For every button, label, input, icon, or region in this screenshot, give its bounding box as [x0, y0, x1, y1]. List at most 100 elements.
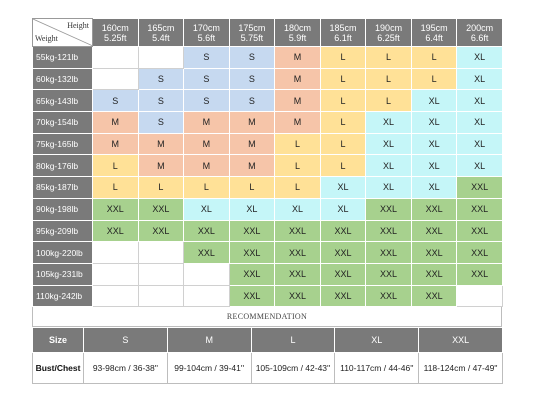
empty-cell: [92, 262, 139, 286]
size-cell: XXL: [410, 197, 458, 221]
size-cell: M: [274, 89, 321, 113]
height-cm: 190cm: [375, 22, 403, 33]
size-cell: L: [319, 46, 367, 69]
size-cell: XXL: [456, 197, 503, 221]
corner-cell: Height Weight: [32, 18, 93, 47]
height-cm: 195cm: [420, 22, 448, 33]
size-cell: XL: [456, 132, 503, 156]
size-cell: M: [274, 111, 321, 134]
size-cell: M: [137, 132, 185, 156]
size-cell: XL: [456, 89, 503, 113]
size-label: Size: [32, 327, 84, 354]
height-ft: 6.25ft: [377, 32, 400, 43]
size-cell: XXL: [410, 241, 458, 264]
chest-range-xl: 110-117cm / 44-46'': [334, 352, 420, 385]
weight-row: 85kg-187lb L L L L L XL XL XL XXL: [32, 176, 503, 199]
size-cell: M: [228, 154, 276, 178]
chest-range-m: 99-104cm / 39-41'': [166, 352, 252, 385]
empty-cell: [92, 241, 139, 264]
height-column-160cm: 160cm 5.25ft: [92, 18, 139, 47]
size-grid: Height Weight 160cm 5.25ft 165cm 5.4ft 170cm…: [32, 18, 503, 308]
size-cell: L: [183, 176, 230, 199]
weight-label-cell: 80kg-176lb: [32, 154, 93, 178]
size-cell: L: [92, 176, 139, 199]
size-cell: S: [228, 46, 276, 69]
height-cm: 160cm: [101, 22, 129, 33]
height-column-165cm: 165cm 5.4ft: [137, 18, 185, 47]
size-cell: S: [228, 89, 276, 113]
size-cell: M: [183, 111, 230, 134]
size-cell: XL: [319, 197, 367, 221]
size-cell: S: [92, 89, 139, 113]
size-cell: XXL: [319, 284, 367, 308]
size-cell: S: [183, 67, 230, 91]
height-label: Height: [67, 21, 89, 30]
size-cell: XL: [183, 197, 230, 221]
size-xxl: XXL: [418, 327, 503, 354]
size-cell: L: [319, 67, 367, 91]
height-column-175cm: 175cm 5.75ft: [228, 18, 276, 47]
size-cell: L: [319, 111, 367, 134]
weight-label: Weight: [35, 34, 58, 43]
height-ft: 5.4ft: [152, 32, 170, 43]
height-cm: 165cm: [147, 22, 175, 33]
empty-cell: [137, 241, 185, 264]
size-cell: S: [137, 111, 185, 134]
size-cell: L: [92, 154, 139, 178]
size-cell: XL: [456, 46, 503, 69]
height-column-200cm: 200cm 6.6ft: [456, 18, 503, 47]
size-cell: XL: [410, 89, 458, 113]
height-cm: 200cm: [466, 22, 494, 33]
bust-chest-row: Bust/Chest 93-98cm / 36-38'' 99-104cm / 3…: [32, 352, 503, 385]
size-cell: L: [410, 67, 458, 91]
size-cell: XXL: [365, 284, 412, 308]
empty-cell: [92, 67, 139, 91]
empty-cell: [137, 284, 185, 308]
size-cell: L: [319, 89, 367, 113]
height-column-170cm: 170cm 5.6ft: [183, 18, 230, 47]
size-cell: L: [365, 67, 412, 91]
size-cell: XXL: [456, 262, 503, 286]
weight-row: 65kg-143lb S S S S M L L XL XL: [32, 89, 503, 113]
chest-range-s: 93-98cm / 36-38'': [83, 352, 168, 385]
height-cm: 175cm: [238, 22, 266, 33]
size-cell: XXL: [92, 197, 139, 221]
weight-label-cell: 110kg-242lb: [32, 284, 93, 308]
size-cell: XXL: [228, 219, 276, 243]
size-cell: XL: [456, 154, 503, 178]
size-cell: L: [319, 132, 367, 156]
size-cell: XXL: [274, 284, 321, 308]
size-cell: XXL: [410, 219, 458, 243]
size-cell: M: [274, 46, 321, 69]
weight-label-cell: 95kg-209lb: [32, 219, 93, 243]
size-m: M: [166, 327, 252, 354]
size-cell: XL: [365, 176, 412, 199]
weight-row: 75kg-165lb M M M M L L XL XL XL: [32, 132, 503, 156]
size-cell: L: [365, 46, 412, 69]
size-cell: L: [137, 176, 185, 199]
recommendation-label: RECOMMENDATION: [32, 307, 502, 328]
diagonal-line: [33, 19, 92, 46]
weight-row: 80kg-176lb L M M M L L XL XL XL: [32, 154, 503, 178]
height-column-185cm: 185cm 6.1ft: [319, 18, 367, 47]
height-ft: 5.6ft: [197, 32, 216, 43]
height-ft: 6.6ft: [470, 32, 489, 43]
size-cell: M: [183, 154, 230, 178]
size-cell: XXL: [183, 241, 230, 264]
size-cell: XL: [274, 197, 321, 221]
size-cell: L: [274, 176, 321, 199]
size-cell: XXL: [137, 219, 185, 243]
size-cell: M: [228, 132, 276, 156]
bust-table: Size S M L XL XXL Bust/Chest 93-98cm / 36-38…: [32, 327, 503, 385]
size-cell: XL: [365, 132, 412, 156]
size-cell: M: [228, 111, 276, 134]
size-row: Size S M L XL XXL: [32, 327, 503, 354]
size-cell: XXL: [137, 197, 185, 221]
size-cell: L: [365, 89, 412, 113]
empty-cell: [137, 46, 185, 69]
size-cell: M: [92, 111, 139, 134]
height-ft: 5.75ft: [240, 32, 264, 43]
size-cell: XXL: [410, 262, 458, 286]
size-cell: XXL: [92, 219, 139, 243]
size-cell: XXL: [319, 241, 367, 264]
